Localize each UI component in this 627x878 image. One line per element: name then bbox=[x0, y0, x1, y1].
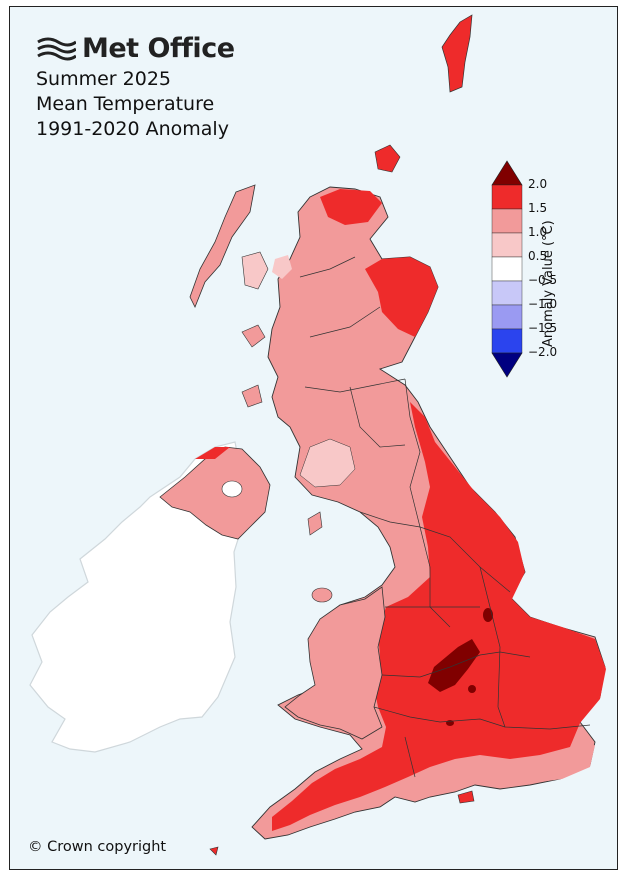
uk-anomaly-map bbox=[29, 14, 606, 856]
orkney bbox=[374, 144, 401, 173]
colorbar-tick-label: −2.0 bbox=[528, 345, 558, 359]
scilly bbox=[209, 846, 219, 856]
cumbria-light-pink bbox=[299, 438, 356, 488]
colorbar-tick-label: −0.5 bbox=[528, 273, 558, 287]
colorbar-tick-label: 1.0 bbox=[528, 225, 548, 239]
shetland bbox=[441, 14, 473, 93]
met-office-swoosh-icon bbox=[37, 37, 76, 60]
met-office-logo: Met Office bbox=[36, 33, 235, 64]
islay bbox=[241, 384, 263, 408]
lough-neagh bbox=[221, 480, 243, 498]
outer-hebrides bbox=[189, 184, 256, 308]
copyright-notice: © Crown copyright bbox=[28, 839, 167, 855]
ne-scotland-red bbox=[365, 257, 438, 337]
brand-name: Met Office bbox=[82, 33, 235, 64]
title-line-2: Mean Temperature bbox=[36, 93, 215, 115]
colorbar-tick-label: 0.5 bbox=[528, 249, 548, 263]
title-line-1: Summer 2025 bbox=[36, 68, 172, 90]
isle-of-wight bbox=[457, 790, 475, 804]
north-scotland-red bbox=[320, 189, 382, 225]
map-title: Summer 2025 Mean Temperature 1991-2020 A… bbox=[36, 67, 229, 142]
colorbar-tick-label: −1.5 bbox=[528, 321, 558, 335]
se-coast-pink bbox=[530, 745, 595, 783]
oxford-dark-red bbox=[468, 685, 476, 693]
mull bbox=[241, 324, 266, 348]
england-red bbox=[272, 402, 606, 831]
ni-north-coast-red bbox=[195, 447, 230, 459]
highlands-light-pink bbox=[272, 255, 292, 279]
anglesey bbox=[311, 587, 333, 603]
map-frame: Met Office Summer 2025 Mean Temperature … bbox=[9, 6, 618, 870]
colorbar-axis-title: Anomaly Value (°C) bbox=[541, 220, 556, 347]
colorbar-tick-label: 1.5 bbox=[528, 201, 548, 215]
colorbar-tick-label: 2.0 bbox=[528, 177, 548, 191]
lincolnshire-dark-red bbox=[483, 608, 493, 622]
title-line-3: 1991-2020 Anomaly bbox=[36, 118, 229, 140]
isle-of-man bbox=[307, 511, 323, 536]
wales-outline bbox=[284, 586, 386, 740]
region-boundaries bbox=[299, 256, 591, 778]
colorbar-tick-label: −1.0 bbox=[528, 297, 558, 311]
skye bbox=[241, 251, 269, 290]
